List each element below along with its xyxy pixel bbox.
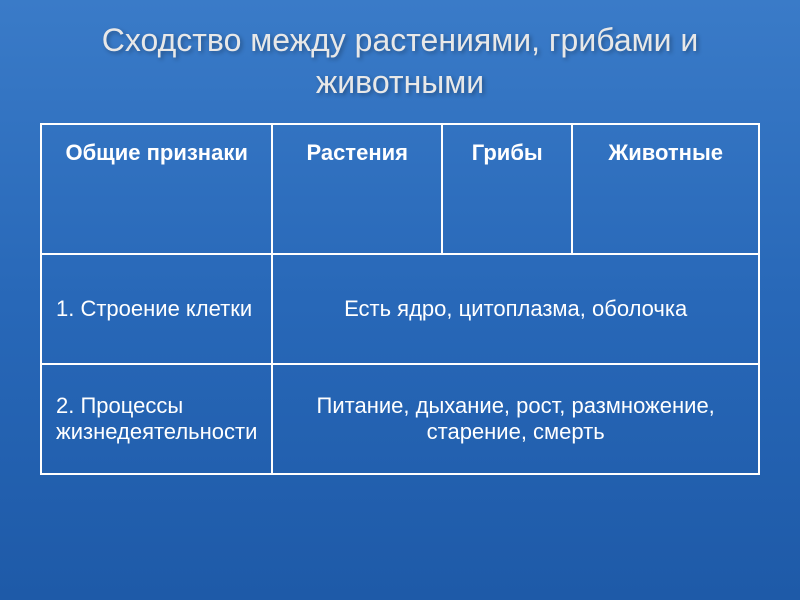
slide-title: Сходство между растениями, грибами и жив… <box>40 20 760 103</box>
comparison-table: Общие признаки Растения Грибы Животные 1… <box>40 123 760 475</box>
header-col-3: Грибы <box>442 124 572 254</box>
row-1-label: 1. Строение клетки <box>41 254 272 364</box>
row-2-value: Питание, дыхание, рост, размножение, ста… <box>272 364 759 474</box>
header-col-1: Общие признаки <box>41 124 272 254</box>
header-col-2: Растения <box>272 124 442 254</box>
row-1-value: Есть ядро, цитоплазма, оболочка <box>272 254 759 364</box>
table-row: 2. Процессы жизнедеятельности Питание, д… <box>41 364 759 474</box>
table-header-row: Общие признаки Растения Грибы Животные <box>41 124 759 254</box>
slide-container: Сходство между растениями, грибами и жив… <box>0 0 800 600</box>
table-row: 1. Строение клетки Есть ядро, цитоплазма… <box>41 254 759 364</box>
header-col-4: Животные <box>572 124 759 254</box>
row-2-label: 2. Процессы жизнедеятельности <box>41 364 272 474</box>
